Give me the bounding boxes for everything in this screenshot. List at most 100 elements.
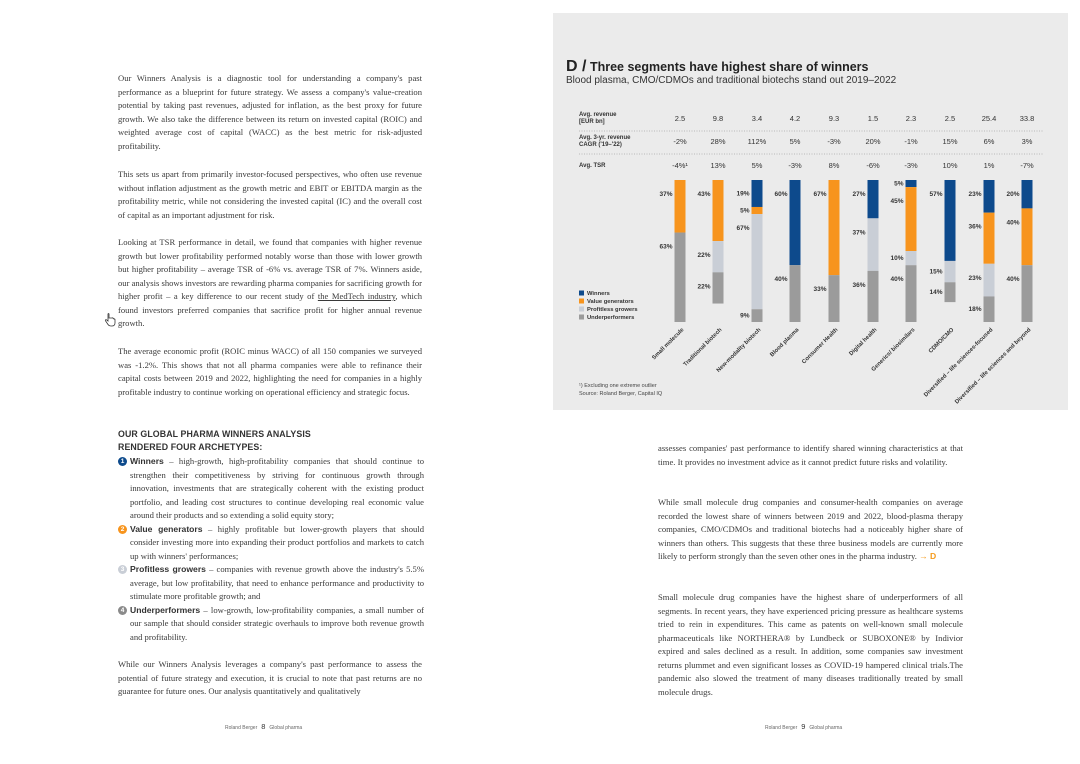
data-label: 20%	[1006, 191, 1019, 198]
chart-subtitle: Blood plasma, CMO/CDMOs and traditional …	[566, 75, 897, 86]
archetype-value-generators: 2 Value generators – highly profitable b…	[118, 523, 424, 564]
bar-segment-profitless-growers	[983, 263, 995, 297]
metric-value: -6%	[866, 161, 880, 170]
metric-value: 2.5	[945, 114, 955, 123]
metric-value: 10%	[942, 161, 957, 170]
chart-footnote: ¹) Excluding one extreme outlier	[579, 383, 657, 389]
number-badge-icon: 3	[118, 565, 127, 574]
data-label: 23%	[968, 275, 981, 282]
bar-segment-winners	[789, 180, 801, 266]
page-number: 9	[801, 722, 806, 731]
right-footer: Roland Berger 9 Global pharma	[765, 722, 843, 731]
bar-segment-underperformers	[828, 275, 840, 322]
chart-title: D / Three segments have highest share of…	[566, 58, 869, 75]
metric-value: -7%	[1020, 161, 1034, 170]
metric-value: 13%	[710, 161, 725, 170]
bar-segment-value-generators	[983, 212, 995, 264]
page-number: 8	[261, 722, 266, 731]
bar-segment-profitless-growers	[944, 260, 956, 283]
data-label: 43%	[697, 191, 710, 198]
metric-value: 8%	[829, 161, 840, 170]
data-label: 37%	[852, 229, 865, 236]
data-label: 22%	[697, 252, 710, 259]
metric-value: -3%	[788, 161, 802, 170]
metric-value: 1%	[984, 161, 995, 170]
data-label: 33%	[813, 286, 826, 293]
number-badge-icon: 2	[118, 524, 127, 534]
category-label: Diversified – life sciences-focused	[923, 327, 995, 399]
data-label: 63%	[659, 244, 672, 251]
data-label: 15%	[929, 269, 942, 276]
bar-segment-winners	[751, 180, 763, 207]
data-label: 60%	[774, 191, 787, 198]
metric-value: 112%	[748, 137, 767, 146]
bar-segment-underperformers	[867, 270, 879, 322]
data-label: 40%	[1006, 219, 1019, 226]
data-label: 23%	[968, 191, 981, 198]
metric-value: 3.4	[752, 114, 762, 123]
metric-label: Avg. revenue	[579, 112, 617, 118]
data-label: 9%	[740, 313, 750, 320]
perspective-paragraph: This sets us apart from primarily invest…	[118, 169, 422, 220]
data-label: 67%	[813, 191, 826, 198]
data-label: 40%	[774, 276, 787, 283]
category-label: CDMO/CMO	[928, 327, 956, 355]
data-label: 40%	[1006, 276, 1019, 283]
data-label: 45%	[890, 198, 903, 205]
legend-label: Profitless growers	[587, 307, 638, 313]
metric-value: 4.2	[790, 114, 800, 123]
category-label: Consumer Health	[801, 327, 840, 366]
legend-label: Winners	[587, 291, 610, 297]
metric-value: 33.8	[1020, 114, 1035, 123]
data-label: 36%	[852, 282, 865, 289]
medtech-link[interactable]: the MedTech industry	[317, 291, 396, 301]
bar-segment-profitless-growers	[712, 241, 724, 273]
metric-value: 2.3	[906, 114, 916, 123]
category-label: Blood plasma	[769, 327, 801, 359]
bar-segment-profitless-growers	[751, 214, 763, 310]
bar-segment-underperformers	[789, 265, 801, 322]
metric-value: 3%	[1022, 137, 1033, 146]
bar-segment-value-generators	[1021, 208, 1033, 266]
data-label: 5%	[740, 208, 750, 215]
archetype-underperformers: 4 Underperformers – low-growth, low-prof…	[118, 604, 424, 645]
legend-label: Underperformers	[587, 315, 634, 321]
data-label: 37%	[659, 191, 672, 198]
archetype-profitless-growers: 3 Profitless growers – companies with re…	[118, 563, 424, 604]
bar-segment-winners	[944, 180, 956, 261]
metric-value: 25.4	[982, 114, 997, 123]
bar-segment-winners	[867, 180, 879, 219]
legend-swatch	[579, 290, 584, 296]
metric-value: -3%	[827, 137, 841, 146]
metric-value: 6%	[984, 137, 995, 146]
segments-paragraph: While small molecule drug companies and …	[658, 497, 963, 561]
category-label: New-modality biotech	[716, 327, 763, 374]
bar-segment-winners	[905, 180, 917, 188]
data-label: 18%	[968, 306, 981, 313]
hand-cursor-icon	[104, 313, 116, 327]
chart-reference[interactable]: → D	[919, 551, 937, 561]
bar-segment-value-generators	[674, 180, 686, 233]
data-label: 40%	[890, 276, 903, 283]
bar-segment-underperformers	[944, 282, 956, 303]
metric-label: [EUR bn]	[579, 119, 605, 125]
chart-source: Source: Roland Berger, Capital IQ	[579, 391, 663, 397]
metric-value: -3%	[904, 161, 918, 170]
metric-value: -2%	[673, 137, 687, 146]
legend-swatch	[579, 306, 584, 312]
metric-value: 9.8	[713, 114, 723, 123]
category-label: Digital health	[848, 327, 878, 357]
caveat-paragraph: While our Winners Analysis leverages a c…	[118, 659, 422, 696]
data-label: 67%	[736, 225, 749, 232]
chart-panel	[553, 13, 1068, 410]
metric-value: 5%	[790, 137, 801, 146]
legend-swatch	[579, 298, 584, 304]
metric-label: Avg. 3-yr. revenue	[579, 135, 631, 141]
metric-value: 2.5	[675, 114, 685, 123]
archetypes-heading: OUR GLOBAL PHARMA WINNERS ANALYSIS RENDE…	[118, 429, 311, 452]
bar-segment-underperformers	[983, 296, 995, 322]
metric-value: -1%	[904, 137, 918, 146]
bar-segment-underperformers	[712, 272, 724, 304]
bar-segment-value-generators	[751, 206, 763, 215]
right-page: D / Three segments have highest share of…	[540, 0, 1080, 764]
